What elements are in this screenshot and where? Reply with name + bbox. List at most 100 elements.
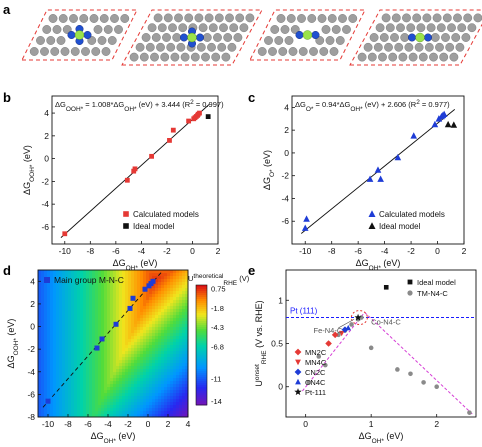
heatmap-cell	[170, 324, 174, 328]
heatmap-cell	[185, 411, 189, 415]
heatmap-cell	[167, 402, 171, 406]
heatmap-cell	[128, 273, 132, 277]
heatmap-cell	[98, 270, 102, 274]
heatmap-cell	[89, 306, 93, 310]
text-span: ΔG	[55, 100, 66, 109]
heatmap-cell	[182, 405, 186, 409]
colorbar-segment	[196, 361, 207, 364]
heatmap-cell	[164, 411, 168, 415]
heatmap-cell	[164, 291, 168, 295]
heatmap-cell	[65, 375, 69, 379]
x-tick-label: -4	[381, 246, 389, 256]
heatmap-cell	[149, 270, 153, 274]
annotation-fe: Fe-N4-C	[314, 326, 343, 335]
heatmap-cell	[176, 375, 180, 379]
heatmap-cell	[143, 303, 147, 307]
heatmap-cell	[86, 333, 90, 337]
carbon-atom	[449, 52, 459, 62]
heatmap-cell	[143, 273, 147, 277]
colorbar-segment	[196, 293, 207, 296]
heatmap-cell	[38, 399, 42, 403]
heatmap-cell	[134, 294, 138, 298]
carbon-atom	[163, 13, 173, 23]
carbon-atom	[400, 33, 410, 42]
heatmap-cell	[119, 360, 123, 364]
x-tick-label: -8	[87, 246, 95, 256]
heatmap-cell	[146, 327, 150, 331]
heatmap-cell	[107, 372, 111, 376]
heatmap-cell	[53, 390, 57, 394]
heatmap-cell	[53, 288, 57, 292]
heatmap-cell	[95, 405, 99, 409]
heatmap-cell	[62, 414, 66, 418]
heatmap-cell	[149, 381, 153, 385]
x-axis-label: ΔGOH* (eV)	[359, 431, 404, 445]
pt-reference-label: Pt (111)	[290, 307, 318, 316]
heatmap-cell	[134, 285, 138, 289]
heatmap-cell	[182, 309, 186, 313]
heatmap-cell	[50, 345, 54, 349]
heatmap-cell	[110, 270, 114, 274]
heatmap-cell	[155, 357, 159, 361]
heatmap-cell	[176, 393, 180, 397]
heatmap-cell	[146, 300, 150, 304]
heatmap-cell	[53, 300, 57, 304]
heatmap-cell	[80, 381, 84, 385]
heatmap-cell	[173, 309, 177, 313]
heatmap-cell	[41, 408, 45, 412]
heatmap-cell	[53, 324, 57, 328]
carbon-atom	[357, 52, 367, 62]
heatmap-cell	[155, 393, 159, 397]
heatmap-cell	[152, 387, 156, 391]
heatmap-cell	[95, 327, 99, 331]
carbon-atom	[151, 33, 161, 42]
heatmap-cell	[119, 273, 123, 277]
heatmap-cell	[89, 342, 93, 346]
heatmap-cell	[101, 345, 105, 349]
carbon-atom	[223, 33, 233, 42]
legend-label: TM-N4-C	[417, 289, 448, 298]
heatmap-cell	[104, 357, 108, 361]
heatmap-cell	[77, 300, 81, 304]
heatmap-cell	[104, 366, 108, 370]
heatmap-cell	[149, 303, 153, 307]
heatmap-cell	[125, 339, 129, 343]
heatmap-cell	[62, 375, 66, 379]
heatmap-cell	[134, 393, 138, 397]
text-span: OH*	[369, 265, 382, 272]
carbon-atom	[278, 47, 288, 56]
heatmap-cell	[119, 378, 123, 382]
heatmap-cell	[98, 357, 102, 361]
heatmap-cell	[50, 381, 54, 385]
heatmap-cell	[110, 402, 114, 406]
heatmap-cell	[80, 378, 84, 382]
heatmap-cell	[101, 276, 105, 280]
carbon-atom	[213, 33, 222, 42]
heatmap-cell	[62, 405, 66, 409]
heatmap-cell	[170, 297, 174, 301]
heatmap-cell	[170, 333, 174, 337]
carbon-atom	[441, 33, 450, 42]
heatmap-cell	[92, 288, 96, 292]
heatmap-cell	[86, 336, 90, 340]
heatmap-cell	[161, 405, 165, 409]
heatmap-cell	[77, 411, 81, 415]
carbon-atom	[439, 52, 449, 62]
heatmap-cell	[176, 342, 180, 346]
heatmap-cell	[47, 408, 51, 412]
heatmap-cell	[110, 327, 114, 331]
heatmap-cell	[176, 294, 180, 298]
heatmap-cell	[56, 279, 60, 283]
heatmap-cell	[134, 345, 138, 349]
heatmap-cell	[56, 402, 60, 406]
heatmap-cell	[179, 360, 183, 364]
heatmap-cell	[143, 363, 147, 367]
heatmap-cell	[152, 354, 156, 358]
heatmap-cell	[80, 291, 84, 295]
heatmap-cell	[83, 300, 87, 304]
heatmap-cell	[38, 276, 42, 280]
panel-a-structures	[21, 9, 482, 66]
heatmap-cell	[179, 282, 183, 286]
heatmap-cell	[62, 339, 66, 343]
